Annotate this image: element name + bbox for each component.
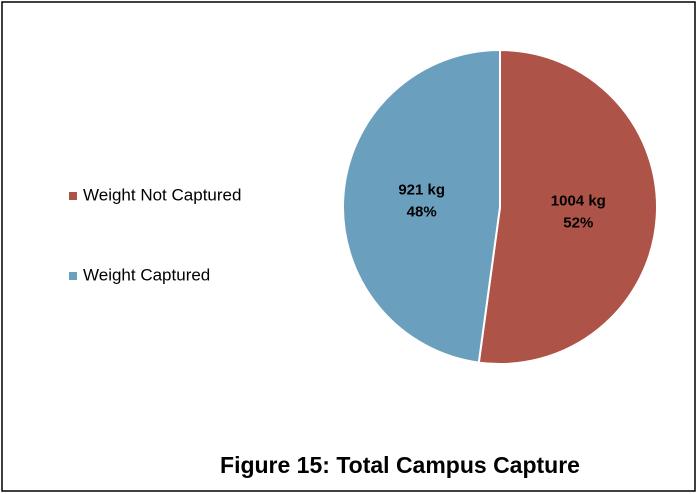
percent-label: 52% — [563, 214, 593, 231]
legend-label: Weight Not Captured — [83, 185, 241, 204]
legend-label: Weight Captured — [83, 265, 210, 284]
legend-swatch — [69, 192, 77, 200]
value-label: 1004 kg — [551, 192, 606, 209]
pie-slice — [341, 48, 501, 364]
legend-swatch — [69, 272, 77, 280]
value-label: 921 kg — [398, 182, 445, 199]
chart-title: Figure 15: Total Campus Capture — [220, 452, 580, 478]
percent-label: 48% — [407, 204, 437, 221]
pie-slice — [477, 48, 658, 365]
